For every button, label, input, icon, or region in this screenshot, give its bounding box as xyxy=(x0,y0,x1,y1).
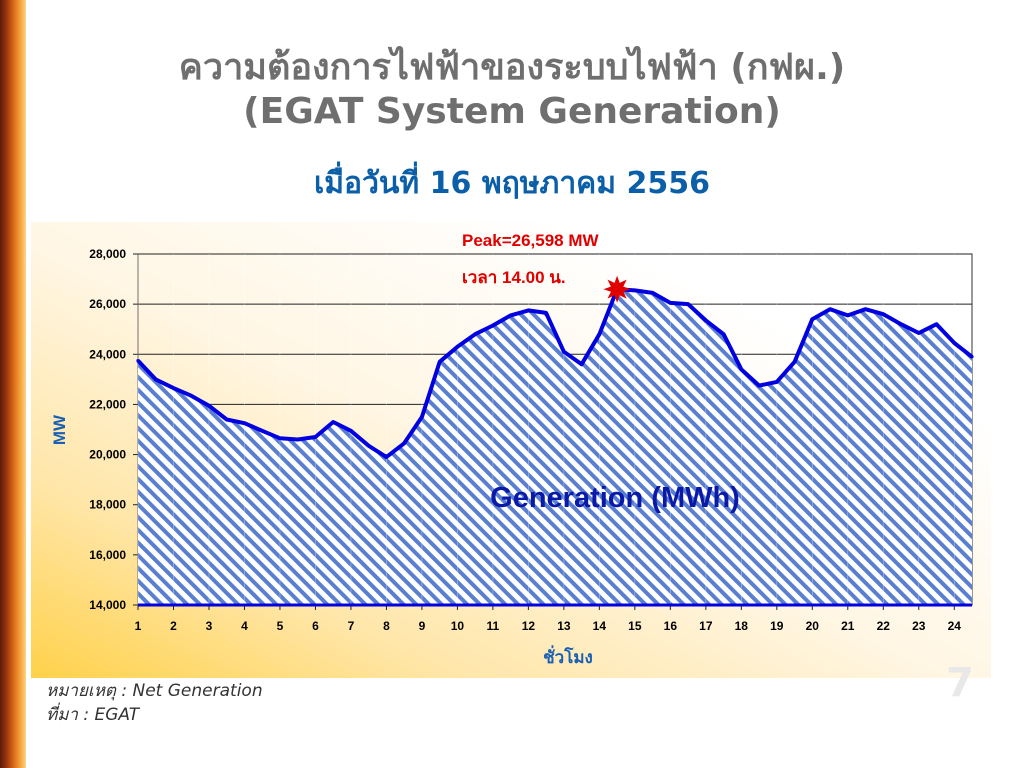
data-point xyxy=(562,350,566,354)
x-tick-label: 3 xyxy=(206,619,213,633)
data-point xyxy=(917,331,921,335)
data-point xyxy=(970,355,974,359)
data-point xyxy=(455,345,459,349)
data-point xyxy=(225,417,229,422)
x-tick-label: 24 xyxy=(948,619,962,633)
x-tick-label: 1 xyxy=(135,619,142,633)
data-point xyxy=(775,380,779,384)
data-point xyxy=(242,421,247,425)
chart-panel: 14,000 16,000 18,000 20,000 22,000 24,000 26,0… xyxy=(31,222,991,678)
decorative-left-bar xyxy=(0,0,26,768)
x-tick-label: 9 xyxy=(419,619,426,633)
data-point xyxy=(668,301,672,305)
x-tick-label: 15 xyxy=(628,619,642,633)
data-point xyxy=(438,360,442,364)
x-tick-label: 19 xyxy=(770,619,784,633)
data-point xyxy=(757,384,761,388)
slide-title-thai: ความต้องการไฟฟ้าของระบบไฟฟ้า (กฟผ.) xyxy=(178,47,846,88)
generation-line xyxy=(136,287,974,460)
data-point xyxy=(881,312,885,316)
footnotes: หมายเหตุ : Net Generation ที่มา : EGAT xyxy=(46,679,263,727)
data-point xyxy=(580,362,584,366)
x-tick-label: 4 xyxy=(241,619,248,633)
y-axis-title: MW xyxy=(50,414,69,445)
data-point xyxy=(260,429,264,433)
data-point xyxy=(473,332,477,336)
generation-area-fill xyxy=(138,289,972,605)
y-tick-label: 20,000 xyxy=(89,448,126,462)
note-source: ที่มา : EGAT xyxy=(46,705,140,725)
y-tick-label: 22,000 xyxy=(89,397,126,411)
note-net-generation: หมายเหตุ : Net Generation xyxy=(46,681,263,701)
x-tick-label: 23 xyxy=(912,619,926,633)
x-tick-label: 14 xyxy=(593,619,607,633)
y-tick-label: 14,000 xyxy=(89,598,126,612)
data-point xyxy=(384,455,388,459)
data-point xyxy=(154,377,158,381)
data-point xyxy=(296,437,300,442)
x-tick-label: 20 xyxy=(806,619,820,633)
slide-title-english: (EGAT System Generation) xyxy=(243,91,781,132)
data-point xyxy=(367,444,371,448)
data-point xyxy=(544,311,548,315)
peak-value-annotation: Peak=26,598 MW xyxy=(462,231,600,250)
y-tick-label: 26,000 xyxy=(89,297,126,311)
x-tick-label: 17 xyxy=(699,619,713,633)
data-point xyxy=(509,313,513,317)
y-tick-label: 18,000 xyxy=(89,498,126,512)
data-point xyxy=(349,429,353,433)
data-point xyxy=(704,318,708,322)
x-tick-label: 16 xyxy=(664,619,678,633)
data-point xyxy=(278,436,282,440)
data-point xyxy=(952,341,956,345)
data-point xyxy=(793,360,797,364)
x-tick-label: 12 xyxy=(522,619,536,633)
x-tick-label: 10 xyxy=(451,619,465,633)
data-point xyxy=(739,367,743,371)
x-tick-label: 13 xyxy=(557,619,571,633)
x-tick-label: 8 xyxy=(383,619,390,633)
slide-subtitle-date: เมื่อวันที่ 16 พฤษภาคม 2556 xyxy=(314,166,710,201)
data-point xyxy=(313,435,317,439)
data-point xyxy=(491,323,495,328)
data-point xyxy=(651,291,655,295)
data-point xyxy=(402,441,406,445)
x-tick-label: 7 xyxy=(348,619,355,633)
peak-star-marker xyxy=(603,275,631,303)
x-tick-label: 21 xyxy=(841,619,855,633)
x-axis-title: ชั่วโมง xyxy=(543,645,593,667)
data-point xyxy=(633,288,637,292)
peak-time-annotation: เวลา 14.00 น. xyxy=(462,268,566,287)
data-point xyxy=(722,332,726,336)
data-point xyxy=(171,386,176,390)
series-label-annotation: Generation (MWh) xyxy=(490,482,740,514)
data-point xyxy=(828,307,832,311)
x-tick-label: 11 xyxy=(487,619,500,633)
y-tick-label: 16,000 xyxy=(89,548,126,562)
data-point xyxy=(136,359,140,363)
x-tick-label: 5 xyxy=(277,619,284,633)
data-point xyxy=(686,302,690,306)
data-point xyxy=(934,322,939,326)
data-point xyxy=(207,404,211,408)
y-tick-label: 28,000 xyxy=(89,247,126,261)
data-point xyxy=(810,317,814,321)
data-point xyxy=(526,308,530,312)
generation-chart: 14,000 16,000 18,000 20,000 22,000 24,000 26,0… xyxy=(50,231,974,667)
data-point xyxy=(331,420,335,424)
y-tick-label: 24,000 xyxy=(89,347,126,361)
page-number-watermark: 7 xyxy=(946,660,974,706)
data-point xyxy=(420,415,424,419)
x-tick-label: 18 xyxy=(735,619,749,633)
x-tick-label: 2 xyxy=(170,619,177,633)
data-point xyxy=(863,307,868,311)
data-point xyxy=(189,394,193,398)
data-point xyxy=(597,332,602,336)
data-point xyxy=(899,322,903,326)
x-tick-label: 22 xyxy=(877,619,891,633)
x-tick-label: 6 xyxy=(312,619,319,633)
data-point xyxy=(846,313,850,317)
